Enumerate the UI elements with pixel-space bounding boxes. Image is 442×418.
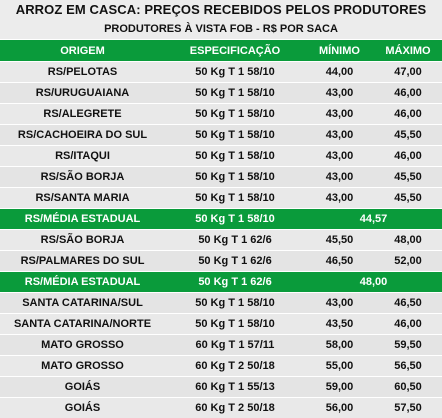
cell-maximo: 56,50 — [374, 356, 442, 377]
cell-minimo: 59,00 — [305, 377, 374, 398]
cell-especificacao: 60 Kg T 2 50/18 — [165, 356, 305, 377]
cell-minimo: 43,00 — [305, 167, 374, 188]
cell-especificacao: 50 Kg T 1 62/6 — [165, 272, 305, 293]
table-row-media-estadual: RS/MÉDIA ESTADUAL 50 Kg T 1 62/6 48,00 — [0, 272, 442, 293]
cell-maximo: 52,00 — [374, 251, 442, 272]
cell-origem: RS/ALEGRETE — [0, 104, 165, 125]
column-header-especificacao: ESPECIFICAÇÃO — [165, 40, 305, 62]
cell-origem: RS/ITAQUI — [0, 146, 165, 167]
cell-especificacao: 50 Kg T 1 62/6 — [165, 251, 305, 272]
cell-maximo: 47,00 — [374, 62, 442, 83]
cell-especificacao: 50 Kg T 1 58/10 — [165, 62, 305, 83]
cell-origem: RS/URUGUAIANA — [0, 83, 165, 104]
cell-especificacao: 50 Kg T 1 58/10 — [165, 83, 305, 104]
cell-maximo: 48,00 — [374, 230, 442, 251]
table-subtitle: PRODUTORES À VISTA FOB - R$ POR SACA — [0, 20, 442, 40]
table-body: RS/PELOTAS 50 Kg T 1 58/10 44,00 47,00 R… — [0, 62, 442, 418]
cell-origem: RS/PALMARES DO SUL — [0, 251, 165, 272]
cell-minimo: 58,00 — [305, 335, 374, 356]
cell-minimo: 43,00 — [305, 188, 374, 209]
table-row: SANTA CATARINA/SUL 50 Kg T 1 58/10 43,00… — [0, 293, 442, 314]
cell-maximo: 46,00 — [374, 314, 442, 335]
cell-minimo: 43,00 — [305, 125, 374, 146]
cell-especificacao: 50 Kg T 1 58/10 — [165, 125, 305, 146]
cell-origem: MATO GROSSO — [0, 356, 165, 377]
cell-especificacao: 50 Kg T 1 58/10 — [165, 188, 305, 209]
price-table: ORIGEM ESPECIFICAÇÃO MÍNIMO MÁXIMO RS/PE… — [0, 40, 442, 418]
table-row: RS/URUGUAIANA 50 Kg T 1 58/10 43,00 46,0… — [0, 83, 442, 104]
cell-maximo: 46,50 — [374, 293, 442, 314]
cell-origem: RS/SANTA MARIA — [0, 188, 165, 209]
table-row-media-estadual: RS/MÉDIA ESTADUAL 50 Kg T 1 58/10 44,57 — [0, 209, 442, 230]
table-row: RS/PALMARES DO SUL 50 Kg T 1 62/6 46,50 … — [0, 251, 442, 272]
price-table-container: ARROZ EM CASCA: PREÇOS RECEBIDOS PELOS P… — [0, 0, 442, 401]
cell-maximo: 59,50 — [374, 335, 442, 356]
cell-minimo: 43,00 — [305, 293, 374, 314]
cell-origem: MATO GROSSO — [0, 335, 165, 356]
cell-minimo: 43,00 — [305, 104, 374, 125]
cell-especificacao: 50 Kg T 1 58/10 — [165, 314, 305, 335]
cell-origem: SANTA CATARINA/NORTE — [0, 314, 165, 335]
cell-origem: RS/SÃO BORJA — [0, 167, 165, 188]
column-header-minimo: MÍNIMO — [305, 40, 374, 62]
cell-maximo: 60,50 — [374, 377, 442, 398]
cell-minimo: 43,00 — [305, 83, 374, 104]
cell-especificacao: 50 Kg T 1 58/10 — [165, 167, 305, 188]
cell-especificacao: 60 Kg T 1 57/11 — [165, 335, 305, 356]
column-header-maximo: MÁXIMO — [374, 40, 442, 62]
cell-origem: GOIÁS — [0, 377, 165, 398]
cell-origem: RS/MÉDIA ESTADUAL — [0, 272, 165, 293]
cell-especificacao: 60 Kg T 1 55/13 — [165, 377, 305, 398]
table-row: RS/CACHOEIRA DO SUL 50 Kg T 1 58/10 43,0… — [0, 125, 442, 146]
cell-maximo: 46,00 — [374, 83, 442, 104]
cell-media: 44,57 — [305, 209, 442, 230]
cell-maximo: 46,00 — [374, 104, 442, 125]
table-row: RS/ITAQUI 50 Kg T 1 58/10 43,00 46,00 — [0, 146, 442, 167]
table-row: GOIÁS 60 Kg T 1 55/13 59,00 60,50 — [0, 377, 442, 398]
cell-minimo: 46,50 — [305, 251, 374, 272]
table-row: MATO GROSSO 60 Kg T 2 50/18 55,00 56,50 — [0, 356, 442, 377]
cell-origem: RS/MÉDIA ESTADUAL — [0, 209, 165, 230]
table-title: ARROZ EM CASCA: PREÇOS RECEBIDOS PELOS P… — [0, 0, 442, 20]
cell-maximo: 45,50 — [374, 188, 442, 209]
cell-minimo: 43,00 — [305, 146, 374, 167]
cell-especificacao: 50 Kg T 1 62/6 — [165, 230, 305, 251]
cell-maximo: 45,50 — [374, 125, 442, 146]
cell-maximo: 46,00 — [374, 146, 442, 167]
cell-especificacao: 50 Kg T 1 58/10 — [165, 104, 305, 125]
column-header-origem: ORIGEM — [0, 40, 165, 62]
table-row: RS/SÃO BORJA 50 Kg T 1 58/10 43,00 45,50 — [0, 167, 442, 188]
table-row: RS/ALEGRETE 50 Kg T 1 58/10 43,00 46,00 — [0, 104, 442, 125]
table-row: RS/SANTA MARIA 50 Kg T 1 58/10 43,00 45,… — [0, 188, 442, 209]
table-row: RS/SÃO BORJA 50 Kg T 1 62/6 45,50 48,00 — [0, 230, 442, 251]
cell-origem: RS/PELOTAS — [0, 62, 165, 83]
cell-origem: RS/CACHOEIRA DO SUL — [0, 125, 165, 146]
table-row: SANTA CATARINA/NORTE 50 Kg T 1 58/10 43,… — [0, 314, 442, 335]
cell-minimo: 55,00 — [305, 356, 374, 377]
cell-minimo: 45,50 — [305, 230, 374, 251]
cell-especificacao: 50 Kg T 1 58/10 — [165, 146, 305, 167]
table-header-row: ORIGEM ESPECIFICAÇÃO MÍNIMO MÁXIMO — [0, 40, 442, 62]
cell-especificacao: 50 Kg T 1 58/10 — [165, 209, 305, 230]
cell-minimo: 44,00 — [305, 62, 374, 83]
cell-origem: RS/SÃO BORJA — [0, 230, 165, 251]
cell-maximo: 45,50 — [374, 167, 442, 188]
cell-minimo: 43,50 — [305, 314, 374, 335]
table-row: MATO GROSSO 60 Kg T 1 57/11 58,00 59,50 — [0, 335, 442, 356]
table-row: RS/PELOTAS 50 Kg T 1 58/10 44,00 47,00 — [0, 62, 442, 83]
cell-origem: SANTA CATARINA/SUL — [0, 293, 165, 314]
cell-especificacao: 50 Kg T 1 58/10 — [165, 293, 305, 314]
cell-media: 48,00 — [305, 272, 442, 293]
